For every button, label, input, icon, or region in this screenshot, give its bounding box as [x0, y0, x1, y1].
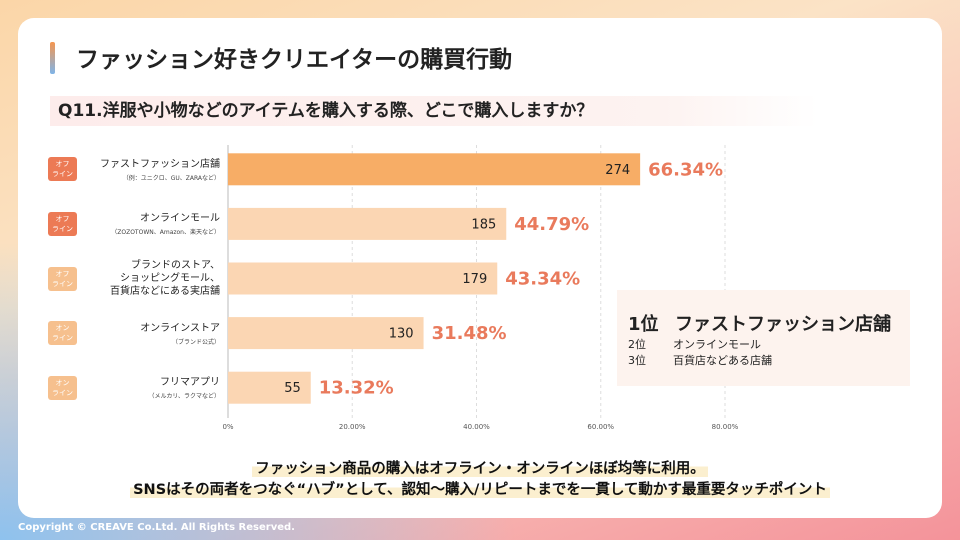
note: ファッション商品の購入はオフライン・オンラインほぼ均等に利用。 [0, 457, 960, 478]
ranking-box [617, 290, 910, 386]
count-label: 185 [471, 217, 496, 232]
value-label: 43.34% [505, 269, 580, 290]
channel-tag: オフ ライン [48, 266, 77, 291]
channel-tag: オフ ライン [48, 211, 77, 236]
count-label: 55 [284, 381, 301, 396]
channel-tag: オン ライン [48, 321, 77, 346]
x-tick-label: 0% [222, 423, 233, 431]
category-sublabel: （例：ユニクロ、GU、ZARAなど） [122, 174, 220, 182]
rank: 1位 [628, 314, 659, 335]
value-label: 66.34% [648, 159, 723, 180]
rank-name: ファストファッション店舗 [675, 314, 891, 335]
category-label: ファストファッション店舗 [100, 158, 220, 170]
rank-name: オンラインモール [673, 338, 761, 351]
bar [228, 371, 311, 404]
category-sublabel: （ブランド公式） [171, 338, 220, 346]
rank: 3位 [628, 354, 646, 367]
x-tick-label: 40.00% [463, 423, 490, 431]
bar [228, 153, 641, 186]
x-tick-label: 80.00% [712, 423, 739, 431]
slide-title: ファッション好きクリエイターの購買行動 [76, 47, 513, 73]
value-label: 31.48% [432, 323, 507, 344]
count-label: 130 [389, 327, 414, 342]
category-label: フリマアプリ [160, 377, 220, 389]
category-sublabel: （ZOZOTOWN、Amazon、楽天など） [111, 229, 220, 237]
title-accent [50, 42, 55, 74]
value-label: 44.79% [514, 214, 589, 235]
note: SNSはその両者をつなぐ“ハブ”として、認知〜購入/リピートまでを一貫して動かす… [0, 478, 960, 499]
channel-tag: オフ ライン [48, 157, 77, 182]
channel-tag: オン ライン [48, 375, 77, 400]
category-label: ブランドのストア、 ショッピングモール、 百貨店などにある実店舗 [110, 260, 220, 297]
count-label: 179 [462, 272, 487, 287]
copyright: Copyright © CREAVE Co.Ltd. All Rights Re… [18, 522, 295, 533]
rank-name: 百貨店などある店舗 [673, 354, 772, 367]
rank: 2位 [628, 338, 646, 351]
note-text: SNSはその両者をつなぐ“ハブ”として、認知〜購入/リピートまでを一貫して動かす… [130, 482, 830, 498]
category-label: オンラインストア [140, 322, 220, 334]
count-label: 274 [605, 163, 630, 178]
x-tick-label: 20.00% [339, 423, 366, 431]
note-text: ファッション商品の購入はオフライン・オンラインほぼ均等に利用。 [252, 461, 708, 477]
value-label: 13.32% [319, 378, 394, 399]
question: Q11.洋服や小物などのアイテムを購入する際、どこで購入しますか？ [50, 96, 818, 126]
bar [228, 317, 424, 350]
category-label: オンラインモール [140, 213, 220, 225]
bar [228, 207, 507, 240]
x-tick-label: 60.00% [587, 423, 614, 431]
category-sublabel: （メルカリ、ラクマなど） [148, 393, 220, 401]
bar [228, 262, 498, 295]
